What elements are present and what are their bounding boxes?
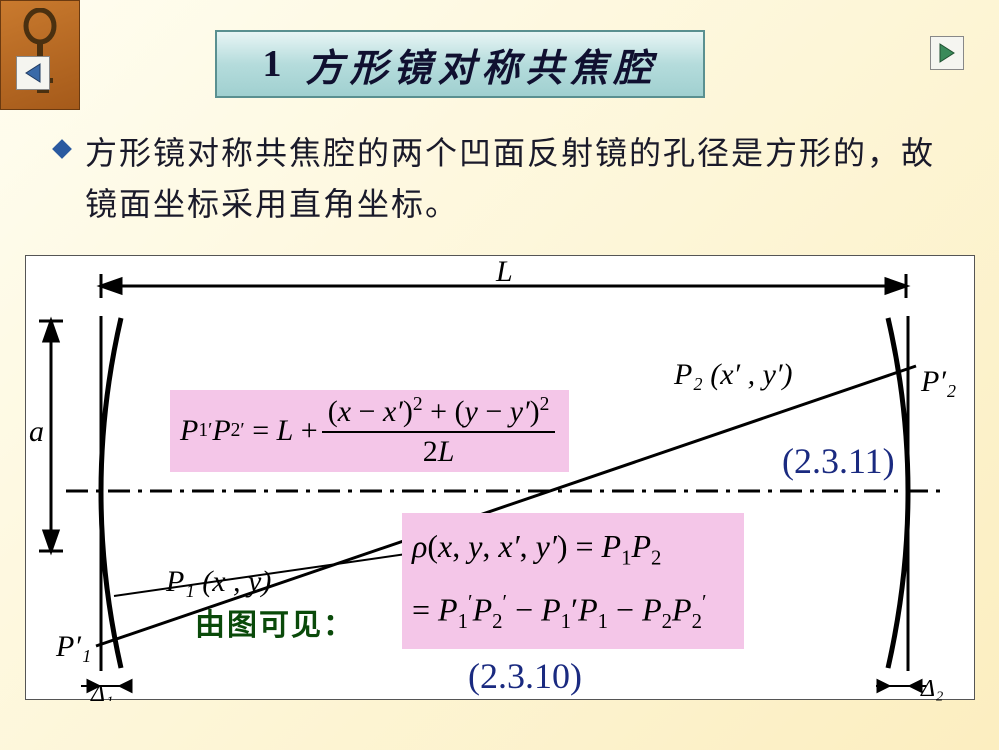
bullet-text: 方形镜对称共焦腔的两个凹面反射镜的孔径是方形的，故镜面坐标采用直角坐标。 — [85, 128, 955, 230]
equation-number-2: (2.3.10) — [468, 655, 582, 697]
fig-label-delta2: Δ₂ — [920, 676, 943, 701]
fig-label-delta1: Δ₁ — [90, 681, 113, 701]
slide-title-banner: 1 方形镜对称共焦腔 — [215, 30, 705, 98]
title-text: 方形镜对称共焦腔 — [305, 37, 657, 92]
equation-1: P1′ P2′ = L + (x − x′)2 + (y − y′)2 2L — [170, 390, 569, 472]
fig-label-Pp1: P′₁ — [55, 630, 91, 663]
fig-label-P1: P₁ (x , y) — [165, 565, 271, 598]
figure-caption: 由图可见： — [195, 600, 355, 644]
next-slide-button[interactable] — [924, 30, 969, 75]
equation-2: ρ(x, y, x′, y′) = P1P2 = P1′P2′ − P1′P1 … — [402, 513, 744, 649]
bullet-point: 方形镜对称共焦腔的两个凹面反射镜的孔径是方形的，故镜面坐标采用直角坐标。 — [55, 128, 955, 230]
fig-label-L: L — [495, 256, 513, 288]
bullet-diamond-icon — [52, 139, 72, 159]
fig-label-Pp2: P′₂ — [920, 365, 956, 398]
title-number: 1 — [262, 42, 287, 86]
equation-number-1: (2.3.11) — [782, 440, 895, 482]
previous-slide-button[interactable] — [10, 50, 55, 95]
fig-label-a: a — [29, 415, 44, 448]
fig-label-P2: P₂ (x′ , y′) — [673, 358, 793, 391]
